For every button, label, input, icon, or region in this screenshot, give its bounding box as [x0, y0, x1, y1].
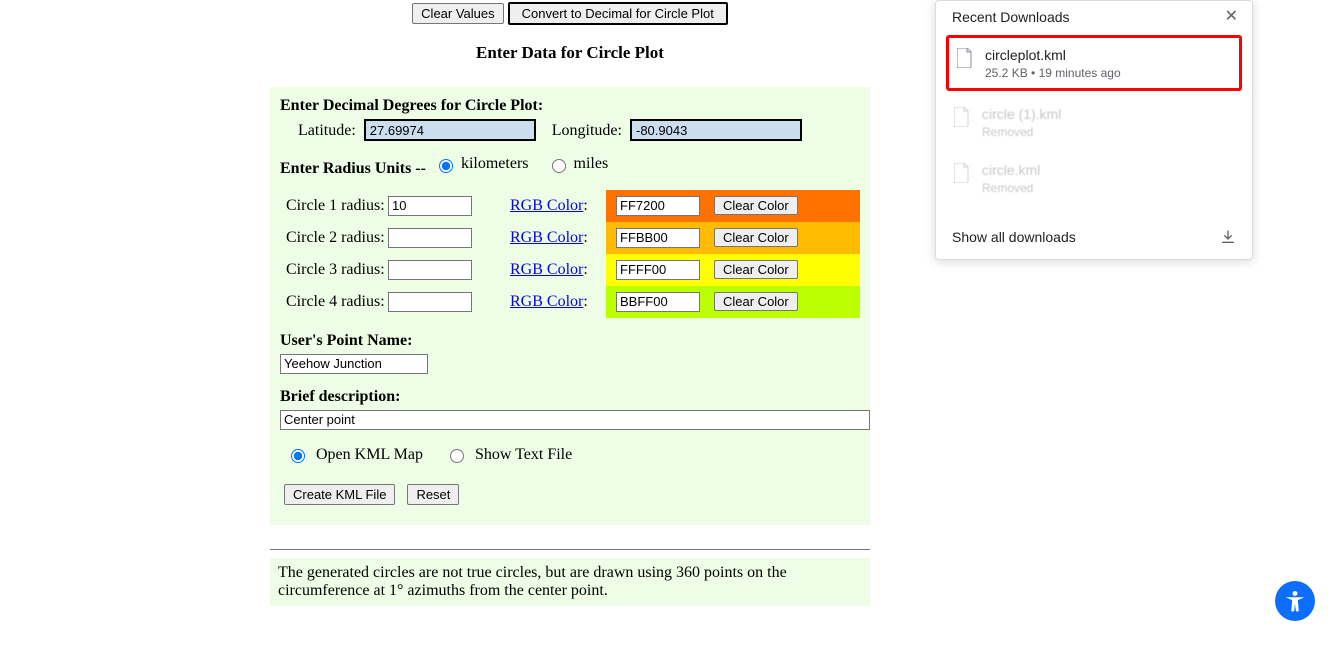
file-icon — [957, 48, 973, 68]
circle-4-color-cell: Clear Color — [606, 286, 860, 318]
circle-1-radius-input[interactable] — [388, 196, 472, 216]
latitude-input[interactable] — [364, 119, 536, 141]
latitude-label: Latitude: — [298, 122, 356, 139]
downloads-items: circleplot.kml25.2 KB • 19 minutes agoci… — [936, 35, 1252, 203]
circle-4-radius-input[interactable] — [388, 292, 472, 312]
file-icon — [954, 163, 970, 183]
circle-2-label: Circle 2 radius: — [280, 229, 388, 247]
top-buttons-row: Clear Values Convert to Decimal for Circ… — [270, 0, 870, 25]
output-options-row: Open KML Map Show Text File — [280, 446, 860, 469]
circle-2-rgb-link[interactable]: RGB Color — [510, 229, 583, 246]
circle-2-radius-input[interactable] — [388, 228, 472, 248]
circle-row-4: Circle 4 radius:RGB Color:Clear Color — [280, 286, 860, 318]
circle-1-rgb-link[interactable]: RGB Color — [510, 197, 583, 214]
circle-2-clear-color-button[interactable]: Clear Color — [714, 228, 798, 247]
units-miles-radio[interactable] — [552, 159, 566, 173]
circle-3-rgb-link[interactable]: RGB Color — [510, 261, 583, 278]
accessibility-icon — [1280, 586, 1310, 616]
circle-row-3: Circle 3 radius:RGB Color:Clear Color — [280, 254, 860, 286]
create-kml-button[interactable]: Create KML File — [284, 484, 395, 505]
circle-1-color-cell: Clear Color — [606, 190, 860, 222]
convert-decimal-button[interactable]: Convert to Decimal for Circle Plot — [508, 2, 728, 25]
clear-values-button[interactable]: Clear Values — [412, 3, 503, 24]
action-row: Create KML File Reset — [280, 484, 860, 505]
coords-row: Latitude: Longitude: — [298, 119, 860, 141]
show-text-radio[interactable] — [450, 449, 464, 463]
circle-row-1: Circle 1 radius:RGB Color:Clear Color — [280, 190, 860, 222]
note-panel: The generated circles are not true circl… — [270, 558, 870, 606]
open-folder-icon[interactable] — [1220, 229, 1236, 245]
description-heading: Brief description: — [280, 388, 860, 406]
open-kml-radio[interactable] — [291, 449, 305, 463]
downloads-title: Recent Downloads — [952, 9, 1070, 25]
circle-3-color-cell: Clear Color — [606, 254, 860, 286]
download-item-3[interactable]: circle.kml Removed — [946, 153, 1242, 203]
circle-1-label: Circle 1 radius: — [280, 197, 388, 215]
longitude-label: Longitude: — [552, 122, 622, 139]
page-title: Enter Data for Circle Plot — [270, 43, 870, 63]
coords-heading: Enter Decimal Degrees for Circle Plot: — [280, 97, 860, 115]
point-name-block: User's Point Name: — [280, 332, 860, 374]
circle-2-color-cell: Clear Color — [606, 222, 860, 254]
description-block: Brief description: — [280, 388, 860, 430]
form-panel: Enter Decimal Degrees for Circle Plot: L… — [270, 87, 870, 525]
download-item-name: circle (1).kml — [982, 105, 1234, 123]
circle-2-color-input[interactable] — [616, 228, 700, 248]
point-name-input[interactable] — [280, 354, 428, 374]
units-km-label: kilometers — [461, 155, 529, 173]
main-content: Clear Values Convert to Decimal for Circ… — [270, 0, 870, 606]
download-item-name: circleplot.kml — [985, 46, 1231, 64]
close-icon[interactable]: ✕ — [1225, 9, 1238, 25]
download-item-meta: Removed — [982, 181, 1234, 195]
radius-units-heading: Enter Radius Units -- — [280, 160, 430, 177]
circle-row-2: Circle 2 radius:RGB Color:Clear Color — [280, 222, 860, 254]
description-input[interactable] — [280, 410, 870, 430]
circle-4-color-input[interactable] — [616, 292, 700, 312]
circle-3-clear-color-button[interactable]: Clear Color — [714, 260, 798, 279]
units-miles-label: miles — [574, 155, 609, 173]
download-item-2[interactable]: circle (1).kml Removed — [946, 97, 1242, 147]
circle-1-color-input[interactable] — [616, 196, 700, 216]
download-item-name: circle.kml — [982, 161, 1234, 179]
units-km-radio[interactable] — [439, 159, 453, 173]
circle-rows: Circle 1 radius:RGB Color:Clear ColorCir… — [280, 190, 860, 318]
circle-3-color-input[interactable] — [616, 260, 700, 280]
circle-4-clear-color-button[interactable]: Clear Color — [714, 292, 798, 311]
longitude-input[interactable] — [630, 119, 802, 141]
circle-3-label: Circle 3 radius: — [280, 261, 388, 279]
circle-4-rgb-link[interactable]: RGB Color — [510, 293, 583, 310]
radius-units-row: Enter Radius Units -- kilometers miles — [280, 155, 860, 178]
circle-1-clear-color-button[interactable]: Clear Color — [714, 196, 798, 215]
download-item-1[interactable]: circleplot.kml 25.2 KB • 19 minutes ago — [946, 35, 1242, 91]
downloads-popup: Recent Downloads ✕ circleplot.kml 25.2 KB… — [935, 0, 1253, 260]
show-all-downloads-link[interactable]: Show all downloads — [952, 229, 1076, 245]
show-text-label: Show Text File — [475, 446, 572, 464]
reset-button[interactable]: Reset — [407, 484, 459, 505]
accessibility-button[interactable] — [1275, 581, 1315, 621]
downloads-footer: Show all downloads — [936, 209, 1252, 251]
point-name-heading: User's Point Name: — [280, 332, 860, 350]
file-icon — [954, 107, 970, 127]
downloads-header: Recent Downloads ✕ — [936, 1, 1252, 35]
separator — [270, 549, 870, 550]
circle-4-label: Circle 4 radius: — [280, 293, 388, 311]
download-item-meta: Removed — [982, 125, 1234, 139]
note-text: The generated circles are not true circl… — [278, 564, 787, 599]
circle-3-radius-input[interactable] — [388, 260, 472, 280]
open-kml-label: Open KML Map — [316, 446, 423, 464]
download-item-meta: 25.2 KB • 19 minutes ago — [985, 66, 1231, 80]
